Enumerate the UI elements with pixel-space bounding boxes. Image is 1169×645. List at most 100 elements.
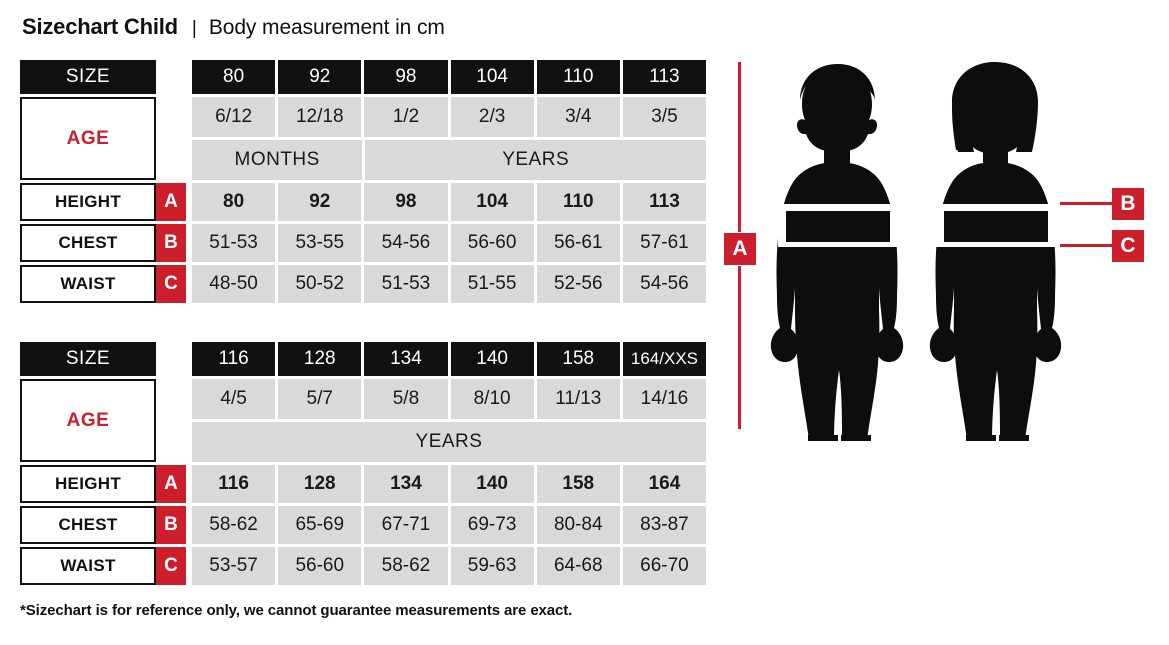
height-cell: 116 xyxy=(192,465,276,503)
size-header-cells: 116 128 134 140 158 164/XXS xyxy=(192,342,707,376)
age-values-block: 6/12 12/18 1/2 2/3 3/4 3/5 MONTHS YEARS xyxy=(192,97,707,180)
chest-marker-badge: B xyxy=(156,506,186,544)
size-header-cell: 110 xyxy=(536,60,620,94)
boy-silhouette xyxy=(770,64,904,441)
waist-label: WAIST xyxy=(20,547,156,585)
height-cell: 80 xyxy=(192,183,276,221)
age-values-block: 4/5 5/7 5/8 8/10 11/13 14/16 YEARS xyxy=(192,379,707,462)
height-marker-badge: A xyxy=(156,465,186,503)
measurement-diagram: A B C xyxy=(712,52,1169,452)
chest-cells: 51-53 53-55 54-56 56-60 56-61 57-61 xyxy=(192,224,707,262)
chest-cell: 54-56 xyxy=(364,224,448,262)
height-row: HEIGHT A 116 128 134 140 158 164 xyxy=(20,465,707,503)
waist-cell: 58-62 xyxy=(364,547,448,585)
size-header-cell: 164/XXS xyxy=(622,342,707,376)
title-main: Sizechart Child xyxy=(22,14,178,39)
waist-cell: 59-63 xyxy=(450,547,534,585)
age-unit-cell: MONTHS xyxy=(192,140,363,180)
waist-cell: 54-56 xyxy=(622,265,707,303)
height-cell: 113 xyxy=(622,183,707,221)
size-header-cells: 80 92 98 104 110 113 xyxy=(192,60,707,94)
age-unit-cells: YEARS xyxy=(192,422,706,462)
height-cells: 116 128 134 140 158 164 xyxy=(192,465,707,503)
height-label: HEIGHT xyxy=(20,183,156,221)
footnote-disclaimer: *Sizechart is for reference only, we can… xyxy=(20,602,573,619)
child-silhouettes xyxy=(770,62,1062,441)
waist-row: WAIST C 48-50 50-52 51-53 51-55 52-56 54-56 xyxy=(20,265,707,303)
height-marker-badge: A xyxy=(724,233,756,265)
height-row: HEIGHT A 80 92 98 104 110 113 xyxy=(20,183,707,221)
size-header-cell: 140 xyxy=(450,342,534,376)
size-header-row: SIZE 116 128 134 140 158 164/XXS xyxy=(20,342,707,376)
size-header-cell: 98 xyxy=(364,60,448,94)
age-value-cell: 5/7 xyxy=(278,379,362,419)
chest-cell: 56-60 xyxy=(450,224,534,262)
height-cells: 80 92 98 104 110 113 xyxy=(192,183,707,221)
age-value-cell: 6/12 xyxy=(192,97,276,137)
size-header-cell: 113 xyxy=(622,60,707,94)
height-axis-line-top xyxy=(738,62,741,232)
sizechart-table-large: SIZE 116 128 134 140 158 164/XXS AGE 4/5 5/7 5/8 8/… xyxy=(20,342,707,588)
waist-cell: 66-70 xyxy=(622,547,707,585)
age-value-cell: 14/16 xyxy=(622,379,707,419)
chest-label: CHEST xyxy=(20,506,156,544)
size-header-cell: 92 xyxy=(278,60,362,94)
size-header-cell: 128 xyxy=(278,342,362,376)
size-header-row: SIZE 80 92 98 104 110 113 xyxy=(20,60,707,94)
waist-row: WAIST C 53-57 56-60 58-62 59-63 64-68 66-70 xyxy=(20,547,707,585)
height-cell: 92 xyxy=(278,183,362,221)
age-row: AGE 4/5 5/7 5/8 8/10 11/13 14/16 YEARS xyxy=(20,379,707,462)
age-value-cell: 3/5 xyxy=(622,97,707,137)
chest-row: CHEST B 58-62 65-69 67-71 69-73 80-84 83-87 xyxy=(20,506,707,544)
age-value-cell: 4/5 xyxy=(192,379,276,419)
size-header-cell: 104 xyxy=(450,60,534,94)
age-value-cell: 12/18 xyxy=(278,97,362,137)
chest-row: CHEST B 51-53 53-55 54-56 56-60 56-61 57-61 xyxy=(20,224,707,262)
chest-marker-badge: B xyxy=(156,224,186,262)
height-cell: 98 xyxy=(364,183,448,221)
height-axis-line-bottom xyxy=(738,266,741,429)
chest-cell: 57-61 xyxy=(622,224,707,262)
sizechart-table-small: SIZE 80 92 98 104 110 113 AGE 6/12 12/18 1/2 2/3 3/4… xyxy=(20,60,707,306)
waist-label: WAIST xyxy=(20,265,156,303)
age-unit-cell: YEARS xyxy=(365,140,706,180)
girl-silhouette xyxy=(929,62,1062,441)
waist-cell: 52-56 xyxy=(536,265,620,303)
waist-cell: 56-60 xyxy=(278,547,362,585)
waist-cell: 48-50 xyxy=(192,265,276,303)
size-header-cell: 134 xyxy=(364,342,448,376)
page-title: Sizechart Child | Body measurement in cm xyxy=(22,14,445,40)
waist-cell: 64-68 xyxy=(536,547,620,585)
size-header-cell: 80 xyxy=(192,60,276,94)
badge-spacer xyxy=(156,379,186,462)
age-label: AGE xyxy=(20,379,156,462)
waist-cell: 51-55 xyxy=(450,265,534,303)
waist-leader-line xyxy=(1060,244,1112,247)
size-header-label: SIZE xyxy=(20,60,156,94)
waist-cell: 50-52 xyxy=(278,265,362,303)
age-unit-cell: YEARS xyxy=(192,422,706,462)
chest-cell: 53-55 xyxy=(278,224,362,262)
chest-cell: 80-84 xyxy=(536,506,620,544)
height-cell: 128 xyxy=(278,465,362,503)
age-value-cell: 1/2 xyxy=(364,97,448,137)
waist-cell: 53-57 xyxy=(192,547,276,585)
height-cell: 158 xyxy=(536,465,620,503)
height-cell: 110 xyxy=(536,183,620,221)
waist-marker-badge: C xyxy=(156,547,186,585)
age-value-cells: 6/12 12/18 1/2 2/3 3/4 3/5 xyxy=(192,97,707,137)
height-cell: 104 xyxy=(450,183,534,221)
waist-cells: 53-57 56-60 58-62 59-63 64-68 66-70 xyxy=(192,547,707,585)
waist-marker-badge: C xyxy=(1112,230,1144,262)
age-label: AGE xyxy=(20,97,156,180)
waist-marker-badge: C xyxy=(156,265,186,303)
chest-cell: 69-73 xyxy=(450,506,534,544)
chest-cell: 65-69 xyxy=(278,506,362,544)
height-cell: 140 xyxy=(450,465,534,503)
chest-cell: 58-62 xyxy=(192,506,276,544)
title-subtitle: Body measurement in cm xyxy=(208,16,445,39)
height-cell: 134 xyxy=(364,465,448,503)
size-header-cell: 116 xyxy=(192,342,276,376)
size-header-label: SIZE xyxy=(20,342,156,376)
age-value-cell: 3/4 xyxy=(536,97,620,137)
